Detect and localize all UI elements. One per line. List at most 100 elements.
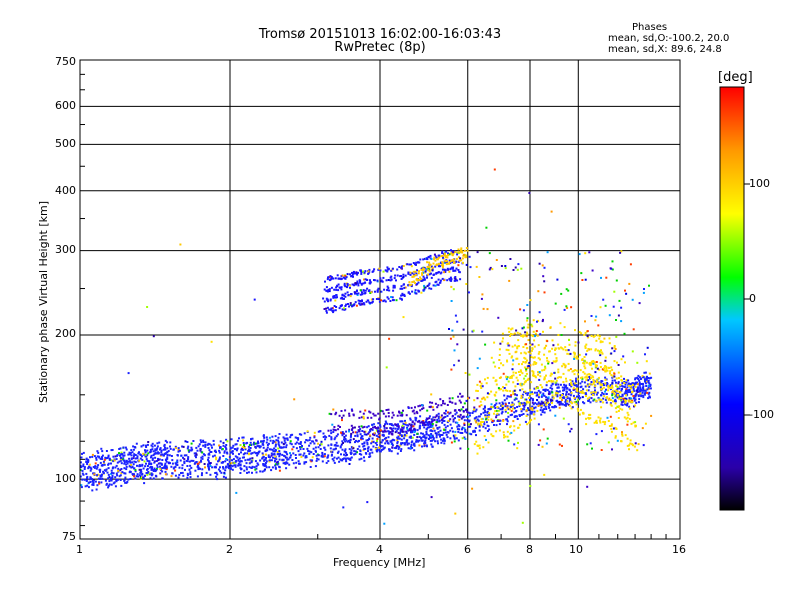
data-point: [358, 302, 361, 305]
data-point: [540, 404, 543, 407]
data-point: [396, 439, 399, 442]
data-point: [437, 415, 440, 418]
data-point: [414, 292, 417, 295]
data-point: [251, 437, 254, 440]
data-point: [639, 392, 642, 395]
data-point: [646, 388, 649, 391]
data-point: [611, 392, 614, 395]
data-point: [636, 383, 639, 386]
data-point: [308, 450, 311, 453]
data-point: [271, 435, 274, 438]
data-point: [275, 439, 278, 442]
data-point: [524, 357, 527, 360]
data-point: [175, 463, 178, 466]
data-point: [356, 431, 359, 434]
data-point: [621, 404, 624, 406]
data-point: [396, 452, 399, 455]
data-point: [467, 415, 470, 418]
data-point: [529, 391, 532, 394]
data-point: [586, 443, 589, 446]
data-point: [594, 371, 597, 374]
data-point: [601, 380, 604, 383]
data-point: [264, 458, 267, 461]
data-point: [556, 392, 559, 395]
data-point: [275, 458, 278, 461]
data-point: [424, 423, 426, 426]
data-point: [97, 477, 100, 480]
data-point: [586, 485, 589, 488]
data-point: [150, 454, 153, 457]
data-point: [477, 419, 480, 422]
data-point: [598, 337, 601, 340]
data-point: [527, 323, 530, 326]
data-point: [274, 445, 277, 448]
data-point: [200, 441, 203, 444]
data-point: [348, 458, 351, 461]
data-point: [285, 467, 288, 470]
data-point: [163, 464, 166, 467]
data-point: [438, 426, 441, 429]
data-point: [344, 448, 347, 451]
data-point: [488, 252, 491, 255]
data-point: [590, 391, 593, 394]
data-point: [378, 450, 381, 453]
data-point: [362, 445, 365, 448]
data-point: [116, 453, 119, 456]
data-point: [616, 361, 618, 364]
data-point: [306, 447, 309, 450]
data-point: [480, 413, 483, 416]
data-point: [225, 458, 228, 460]
data-point: [488, 393, 491, 395]
data-point: [603, 337, 606, 340]
data-point: [436, 427, 439, 430]
data-point: [386, 270, 389, 273]
data-point: [335, 444, 338, 447]
data-point: [454, 417, 456, 420]
data-point: [476, 418, 479, 421]
data-point: [105, 482, 108, 485]
data-point: [297, 438, 300, 441]
data-point: [343, 277, 346, 280]
data-point: [340, 443, 343, 446]
data-point: [250, 452, 253, 455]
data-point: [523, 405, 526, 408]
data-point: [403, 293, 406, 296]
data-point: [360, 271, 363, 273]
data-point: [430, 276, 433, 279]
data-point: [443, 412, 446, 415]
data-point: [241, 446, 244, 448]
data-point: [445, 409, 447, 412]
data-point: [139, 470, 142, 472]
data-point: [498, 402, 501, 405]
data-point: [325, 307, 328, 310]
data-point: [129, 453, 131, 456]
data-point: [235, 449, 238, 452]
data-point: [457, 415, 460, 418]
data-point: [551, 347, 554, 350]
data-point: [434, 265, 437, 268]
data-point: [429, 422, 431, 425]
data-point: [592, 394, 595, 396]
data-point: [613, 392, 616, 394]
data-point: [363, 456, 365, 459]
data-point: [432, 437, 435, 440]
data-point: [214, 472, 217, 474]
data-point: [406, 443, 409, 446]
data-point: [352, 447, 355, 450]
data-point: [447, 252, 449, 255]
data-point: [110, 469, 113, 472]
data-point: [241, 436, 244, 439]
data-point: [604, 376, 607, 379]
data-point: [257, 452, 260, 455]
data-point: [599, 361, 602, 364]
data-point: [433, 258, 435, 261]
data-point: [541, 401, 544, 404]
data-point: [490, 433, 493, 436]
data-point: [356, 440, 359, 443]
data-point: [215, 475, 218, 478]
data-point: [525, 398, 528, 401]
data-point: [361, 293, 364, 296]
data-point: [572, 394, 575, 397]
data-point: [409, 273, 412, 276]
